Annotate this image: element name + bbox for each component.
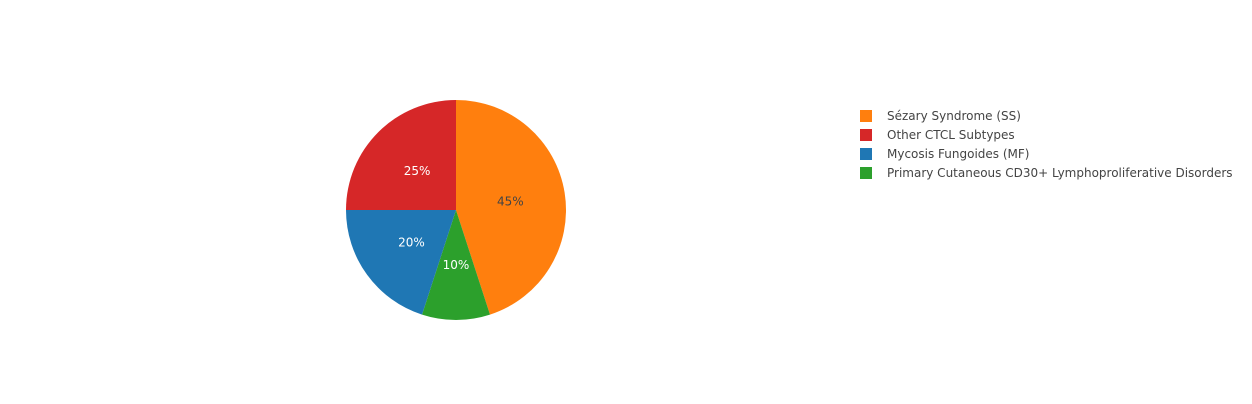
legend-swatch <box>860 109 872 122</box>
legend: Sézary Syndrome (SS) Other CTCL Subtypes M… <box>860 106 1233 182</box>
legend-swatch <box>860 166 872 179</box>
pie-slice-other-ctcl-subtypes[interactable] <box>346 100 456 210</box>
pie-slice-s-zary-syndrome-ss[interactable] <box>456 100 566 315</box>
legend-label: Mycosis Fungoides (MF) <box>887 146 1030 161</box>
legend-item-s-zary-syndrome-ss[interactable]: Sézary Syndrome (SS) <box>860 106 1233 125</box>
legend-item-primary-cutaneous-cd30-lymphoproliferative-disorders[interactable]: Primary Cutaneous CD30+ Lymphoproliferat… <box>860 163 1233 182</box>
legend-label: Other CTCL Subtypes <box>887 127 1015 142</box>
legend-label: Sézary Syndrome (SS) <box>887 108 1021 123</box>
legend-item-other-ctcl-subtypes[interactable]: Other CTCL Subtypes <box>860 125 1233 144</box>
slice-label-mycosis-fungoides-mf: 20% <box>398 235 425 249</box>
pie-slice-primary-cutaneous-cd30-lymphoproliferative-disorders[interactable] <box>422 210 490 320</box>
pie-slice-mycosis-fungoides-mf[interactable] <box>346 210 456 315</box>
legend-swatch <box>860 147 872 160</box>
slice-label-primary-cutaneous-cd30-lymphoproliferative-disorders: 10% <box>443 258 470 272</box>
slice-label-other-ctcl-subtypes: 25% <box>404 164 431 178</box>
slice-label-s-zary-syndrome-ss: 45% <box>497 194 524 208</box>
legend-item-mycosis-fungoides-mf[interactable]: Mycosis Fungoides (MF) <box>860 144 1233 163</box>
legend-swatch <box>860 128 872 141</box>
legend-label: Primary Cutaneous CD30+ Lymphoproliferat… <box>887 165 1233 180</box>
